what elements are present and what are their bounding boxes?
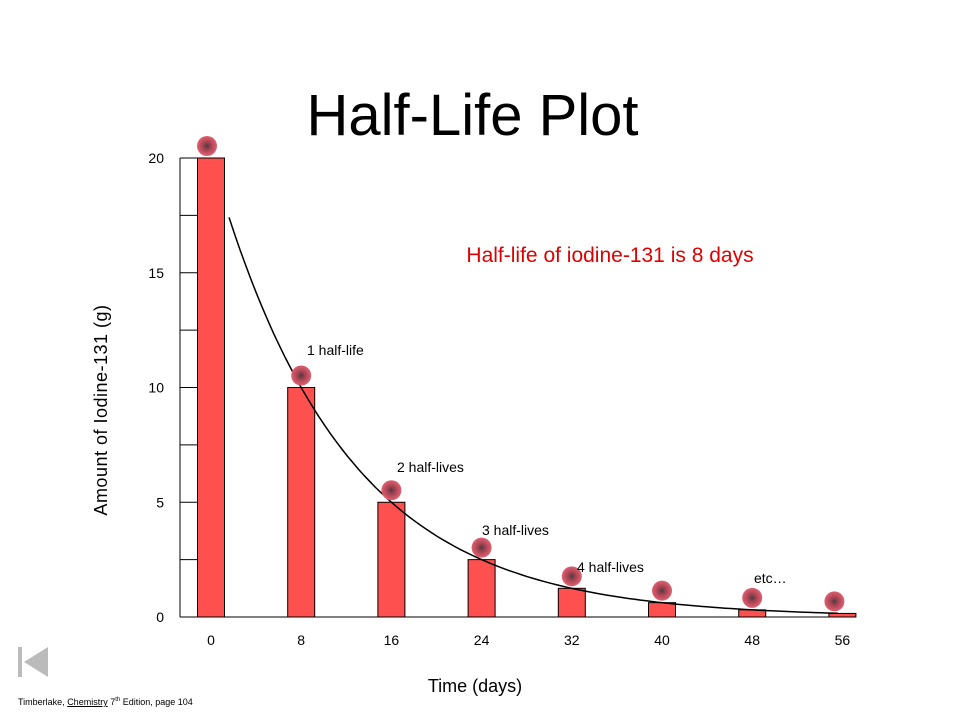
axes (179, 157, 848, 618)
marker-0 (197, 136, 217, 156)
y-axis-label: Amount of Iodine-131 (g) (91, 304, 111, 515)
bar-40 (648, 602, 676, 618)
labels: 0 5 10 15 20 0 8 16 24 32 40 48 56 Time (days) Amount … (91, 150, 850, 696)
citation-edition-number: 7 (107, 697, 116, 707)
citation-edition-suffix: th (115, 697, 121, 703)
marker-24 (471, 537, 492, 558)
x-tick-label: 24 (474, 632, 490, 648)
marker-16 (381, 480, 402, 501)
x-axis-label: Time (days) (428, 676, 522, 696)
marker-32 (561, 566, 582, 587)
citation-book: Chemistry (67, 697, 108, 707)
citation-rest: Edition, page 104 (120, 697, 193, 707)
x-tick-label: 0 (207, 632, 215, 648)
y-tick-label: 15 (148, 265, 164, 281)
bar-56 (828, 612, 857, 618)
skip-back-icon[interactable] (14, 644, 50, 680)
y-tick-label: 5 (156, 494, 164, 510)
x-tick-label: 56 (835, 632, 851, 648)
citation-author: Timberlake, (18, 697, 68, 707)
bar-24 (467, 559, 496, 618)
y-tick-label: 0 (156, 609, 164, 625)
x-tick-label: 40 (654, 632, 670, 648)
annotation: 2 half-lives (397, 459, 464, 475)
slide-title: Half-Life Plot (306, 83, 639, 148)
decay-curve (228, 217, 838, 615)
markers (197, 136, 845, 612)
bar-32 (557, 587, 586, 618)
bars (197, 157, 857, 618)
annotation: 3 half-lives (482, 522, 549, 538)
skip-back-icon-arrow (24, 647, 48, 677)
citation: Timberlake, Chemistry 7th Edition, page … (18, 697, 193, 707)
x-tick-label: 16 (384, 632, 400, 648)
annotation: 1 half-life (307, 342, 364, 358)
x-tick-label: 32 (564, 632, 580, 648)
x-tick-label: 8 (297, 632, 305, 648)
annotation: 4 half-lives (577, 559, 644, 575)
y-tick-label: 20 (148, 150, 164, 166)
marker-8 (291, 365, 312, 386)
skip-back-icon-bar (18, 647, 22, 677)
marker-40 (652, 580, 672, 601)
bar-8 (287, 387, 316, 618)
bar-0 (197, 157, 225, 618)
marker-56 (824, 591, 845, 612)
half-life-callout: Half-life of iodine-131 is 8 days (466, 244, 753, 267)
marker-48 (742, 587, 763, 608)
x-tick-label: 48 (744, 632, 760, 648)
bar-16 (377, 501, 406, 618)
annotation: etc… (754, 570, 787, 586)
y-tick-label: 10 (148, 380, 164, 396)
